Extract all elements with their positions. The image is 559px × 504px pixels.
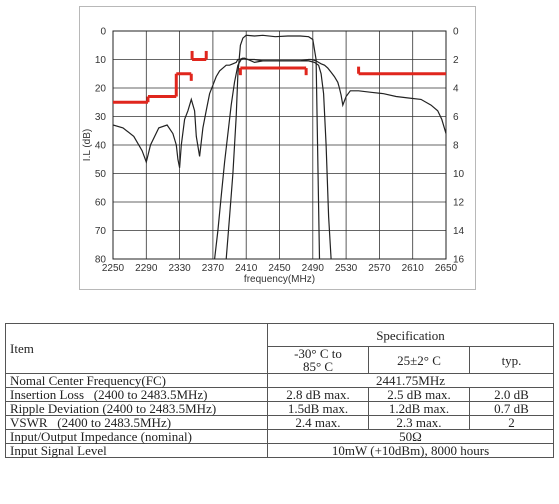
table-header-row: Item Specification xyxy=(5,323,555,374)
x-tick-label: 2530 xyxy=(335,263,358,274)
y-right-tick-label: 2 xyxy=(453,55,459,66)
x-axis-label: frequency(MHz) xyxy=(244,274,315,285)
row-item: Input/Output Impedance (nominal) xyxy=(5,429,268,444)
x-tick-label: 2650 xyxy=(435,263,458,274)
y-left-tick-label: 20 xyxy=(95,84,107,95)
series-line-2 xyxy=(225,34,321,259)
chart-svg: 2250 2290 2330 2370 2410 2450 2490 2530 2570 2610… xyxy=(82,27,465,286)
y-left-tick-label: 0 xyxy=(100,27,106,38)
y-right-tick-label: 14 xyxy=(453,226,465,237)
x-tick-label: 2330 xyxy=(168,263,191,274)
x-tick-label: 2450 xyxy=(268,263,291,274)
x-tick-label: 2570 xyxy=(368,263,391,274)
y-left-tick-label: 30 xyxy=(95,112,107,123)
row-value: 2.0 dB xyxy=(468,387,555,402)
row-value: 2.8 dB max. xyxy=(267,387,369,402)
plot-border xyxy=(112,30,447,260)
x-tick-label: 2370 xyxy=(202,263,225,274)
cond-header: typ. xyxy=(468,346,555,374)
y-left-tick-label: 50 xyxy=(95,169,107,180)
table-row: Nomal Center Frequency(FC) 2441.75MHz xyxy=(5,373,555,388)
table-subheader-row: -30° C to 85° C 25±2° C typ. xyxy=(6,346,555,374)
row-value: 0.7 dB xyxy=(468,401,555,416)
y-left-tick-label: 40 xyxy=(95,141,107,152)
item-header: Item xyxy=(5,323,268,374)
table-row: Input Signal Level 10mW (+10dBm), 8000 h… xyxy=(5,443,555,458)
row-value: 2.3 max. xyxy=(368,415,470,430)
row-value: 50Ω xyxy=(266,429,555,444)
row-value: 2.4 max. xyxy=(267,415,369,430)
y-right-tick-label: 8 xyxy=(453,141,459,152)
y-right-tick-label: 6 xyxy=(453,112,459,123)
x-tick-label: 2410 xyxy=(235,263,258,274)
row-value: 1.5dB max. xyxy=(267,401,369,416)
series-line-1 xyxy=(214,57,332,259)
table-row: Ripple Deviation (2400 to 2483.5MHz) 1.5… xyxy=(5,401,555,416)
spec-table: Item Specification -30° C to 85° C 25±2°… xyxy=(5,323,555,458)
cond-header: 25±2° C xyxy=(368,346,470,374)
y-left-tick-label: 80 xyxy=(95,255,107,266)
y-right-tick-label: 12 xyxy=(453,198,465,209)
y-right-tick-label: 4 xyxy=(453,84,459,95)
row-value: 2441.75MHz xyxy=(266,373,555,388)
table-row: VSWR (2400 to 2483.5MHz) 2.4 max. 2.3 ma… xyxy=(5,415,555,430)
chart-frame: 2250 2290 2330 2370 2410 2450 2490 2530 2570 2610… xyxy=(79,6,476,290)
y-right-tick-label: 0 xyxy=(453,27,459,38)
x-tick-label: 2610 xyxy=(402,263,425,274)
table-row: Insertion Loss (2400 to 2483.5MHz) 2.8 d… xyxy=(5,387,555,402)
row-item: Input Signal Level xyxy=(5,443,268,458)
x-tick-label: 2490 xyxy=(302,263,325,274)
series-line-0 xyxy=(113,57,446,168)
cond-header: -30° C to 85° C xyxy=(267,346,369,374)
row-value: 1.2dB max. xyxy=(368,401,470,416)
y-left-tick-label: 70 xyxy=(95,226,107,237)
table-row: Input/Output Impedance (nominal) 50Ω xyxy=(5,429,555,444)
row-value: 10mW (+10dBm), 8000 hours xyxy=(266,443,555,458)
y-left-tick-label: 60 xyxy=(95,198,107,209)
y-left-tick-label: 10 xyxy=(95,55,107,66)
y-axis-label: I.L (dB) xyxy=(82,129,93,161)
row-item: Ripple Deviation (2400 to 2483.5MHz) xyxy=(5,401,268,416)
row-item: VSWR (2400 to 2483.5MHz) xyxy=(5,415,268,430)
row-value: 2 xyxy=(468,415,555,430)
x-tick-label: 2290 xyxy=(135,263,158,274)
row-value: 2.5 dB max. xyxy=(368,387,470,402)
y-right-tick-label: 16 xyxy=(453,255,465,266)
row-item: Nomal Center Frequency(FC) xyxy=(5,373,268,388)
y-right-tick-label: 10 xyxy=(453,169,465,180)
spec-header: Specification xyxy=(266,323,555,347)
row-item: Insertion Loss (2400 to 2483.5MHz) xyxy=(5,387,268,402)
x-tick-label: 2250 xyxy=(102,263,125,274)
